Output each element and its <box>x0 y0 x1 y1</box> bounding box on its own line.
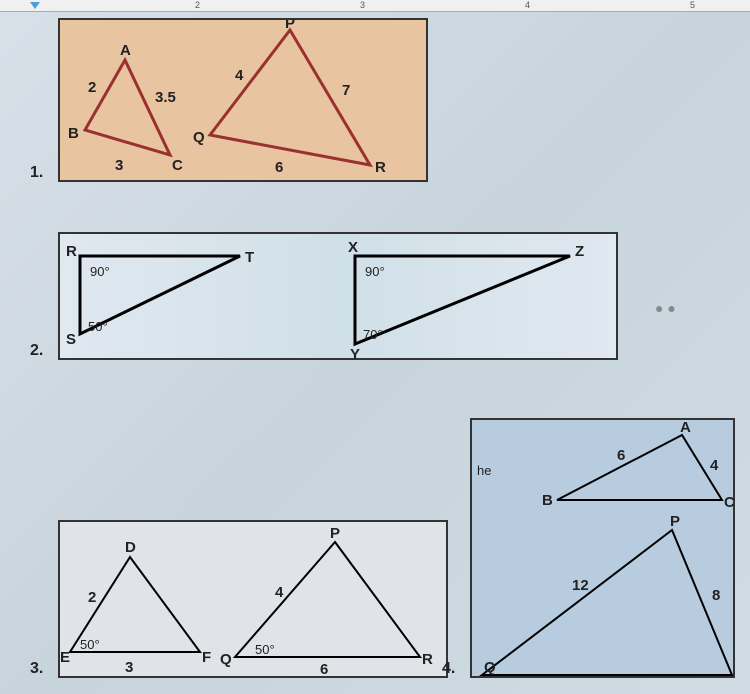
side-label: 2 <box>88 79 96 96</box>
ruler-mark: 3 <box>360 0 365 10</box>
vertex-label: Z <box>575 243 584 260</box>
vertex-label: R <box>375 159 386 176</box>
angle-label: 50° <box>88 319 108 334</box>
geometry-svg: D E F 2 3 50° P Q R 4 6 50° <box>60 522 450 680</box>
vertex-label: F <box>202 649 211 666</box>
vertex-label: Q <box>220 651 232 668</box>
vertex-label: E <box>60 649 70 666</box>
vertex-label: C <box>172 157 183 174</box>
geometry-svg: A B C 2 3.5 3 P Q R 4 7 6 <box>60 20 430 184</box>
angle-label: 50° <box>255 642 275 657</box>
problem-panel: he A B C 6 4 P Q 12 8 <box>470 418 735 678</box>
triangle <box>85 60 170 155</box>
geometry-svg: R S T 90° 50° X Y Z 90° 70° <box>60 234 620 362</box>
side-label: 6 <box>320 661 328 678</box>
ruler-mark: 4 <box>525 0 530 10</box>
problem-panel: D E F 2 3 50° P Q R 4 6 50° <box>58 520 448 678</box>
side-label: 7 <box>342 82 350 99</box>
side-label: 4 <box>275 584 284 601</box>
page-dots: ● ● <box>655 300 676 316</box>
angle-label: 70° <box>363 327 383 342</box>
triangle <box>235 542 420 657</box>
triangle <box>355 256 570 344</box>
tab-marker <box>30 2 40 9</box>
triangle <box>557 435 722 500</box>
angle-label: 90° <box>90 264 110 279</box>
vertex-label: P <box>285 20 295 32</box>
problem-number: 2. <box>30 342 43 360</box>
vertex-label: B <box>68 125 79 142</box>
vertex-label: P <box>670 513 680 530</box>
vertex-label: T <box>245 249 254 266</box>
side-label: 6 <box>275 159 283 176</box>
problem-number: 1. <box>30 164 43 182</box>
side-label: 3 <box>125 659 133 676</box>
vertex-label: Q <box>193 129 205 146</box>
side-label: 4 <box>235 67 244 84</box>
problem-number: 4. <box>442 660 455 678</box>
vertex-label: B <box>542 492 553 509</box>
ruler-mark: 5 <box>690 0 695 10</box>
vertex-label: D <box>125 539 136 556</box>
ruler-mark: 2 <box>195 0 200 10</box>
side-label: 4 <box>710 457 719 474</box>
angle-label: 50° <box>80 637 100 652</box>
geometry-svg: he A B C 6 4 P Q 12 8 <box>472 420 737 680</box>
side-label: 6 <box>617 447 625 464</box>
side-label: 8 <box>712 587 720 604</box>
side-label: 2 <box>88 589 96 606</box>
vertex-label: X <box>348 239 358 256</box>
vertex-label: A <box>120 42 131 59</box>
angle-label: 90° <box>365 264 385 279</box>
extra-text: he <box>477 463 491 478</box>
vertex-label: C <box>724 494 735 511</box>
ruler: 2 3 4 5 <box>0 0 750 12</box>
problem-panel: R S T 90° 50° X Y Z 90° 70° <box>58 232 618 360</box>
vertex-label: Y <box>350 346 360 362</box>
vertex-label: Q <box>484 659 496 676</box>
vertex-label: P <box>330 525 340 542</box>
problem-number: 3. <box>30 660 43 678</box>
triangle <box>482 530 732 675</box>
vertex-label: R <box>66 243 77 260</box>
vertex-label: R <box>422 651 433 668</box>
vertex-label: A <box>680 420 691 436</box>
side-label: 3.5 <box>155 89 176 106</box>
side-label: 3 <box>115 157 123 174</box>
side-label: 12 <box>572 577 589 594</box>
vertex-label: S <box>66 331 76 348</box>
problem-panel: A B C 2 3.5 3 P Q R 4 7 6 <box>58 18 428 182</box>
